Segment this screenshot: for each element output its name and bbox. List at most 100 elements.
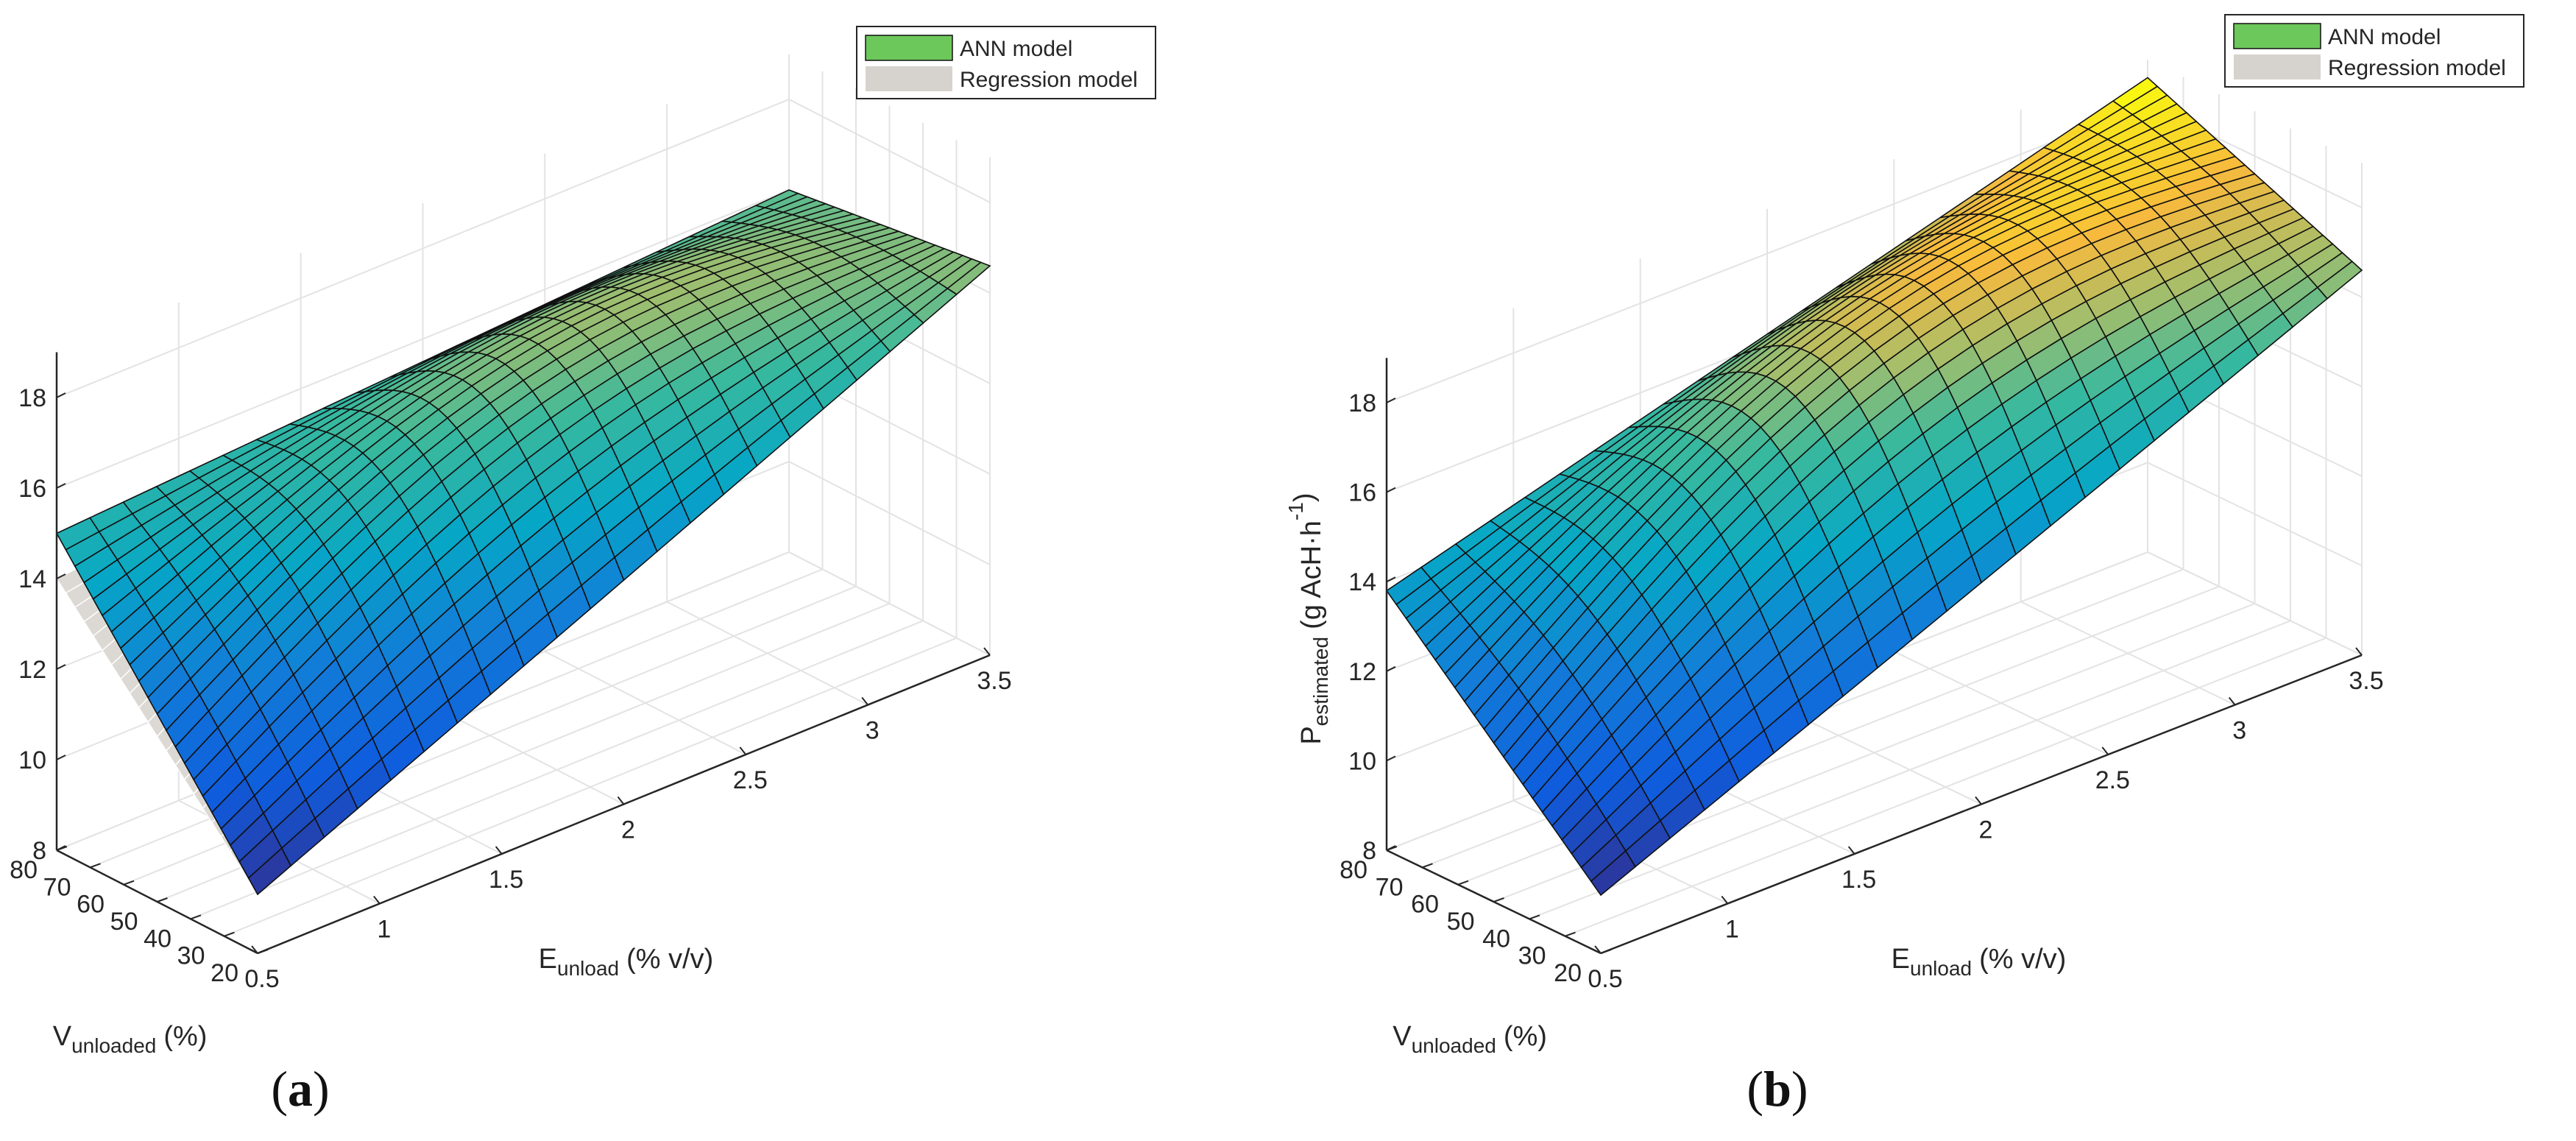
x-tick	[861, 696, 868, 706]
y-tick	[157, 897, 168, 902]
z-axis-title-part: P	[1296, 726, 1327, 744]
caption-b: (b)	[1747, 1061, 1808, 1117]
y-tick-label: 70	[1376, 873, 1404, 901]
x-tick	[1594, 945, 1602, 954]
z-tick	[56, 573, 66, 579]
x-axis-title-part: unload	[557, 957, 619, 980]
legend-b: ANN model Regression model	[2224, 14, 2524, 88]
y-tick-label: 70	[43, 873, 71, 901]
y-tick-label: 80	[1340, 856, 1367, 884]
z-tick-label: 14	[18, 565, 46, 593]
z-axis-title-part: estimated	[0, 634, 2, 723]
legend-label: Regression model	[2328, 56, 2506, 80]
y-tick	[1529, 914, 1540, 920]
x-tick-label: 0.5	[1588, 965, 1622, 993]
z-tick	[56, 664, 66, 670]
legend-a: ANN model Regression model	[856, 26, 1156, 99]
x-tick	[251, 945, 258, 954]
x-axis-title-part: E	[1892, 944, 1910, 975]
z-axis-title: Pestimated(g AcH·h-1)	[1288, 493, 1332, 745]
x-tick-label: 1.5	[1841, 866, 1876, 894]
legend-label: Regression model	[960, 68, 1138, 92]
y-axis-title-part: (%)	[163, 1021, 207, 1052]
z-tick	[56, 483, 66, 489]
caption-letter-a: a	[288, 1061, 313, 1117]
y-axis-title-part: unloaded	[1412, 1034, 1496, 1057]
caption-a: (a)	[271, 1061, 330, 1117]
x-tick-label: 2	[621, 816, 635, 844]
chart-panel-b: 8 10 12 14 16 18 20 30 40 50 60 70 80 0.5 1 1.5 2 2.5 3 3.5…	[1288, 0, 2576, 1141]
y-tick	[123, 880, 135, 886]
y-tick	[1457, 880, 1469, 886]
x-tick-label: 3.5	[977, 667, 1011, 695]
y-tick-label: 60	[77, 891, 105, 919]
x-tick	[495, 846, 503, 855]
x-tick	[739, 746, 747, 755]
y-axis-title-part: V	[53, 1021, 72, 1052]
y-tick-label: 50	[110, 908, 138, 936]
x-tick	[1847, 846, 1855, 855]
legend-label: ANN model	[960, 37, 1072, 61]
z-axis-title: Pestimated(g AcH·h-1)	[0, 490, 2, 742]
x-tick	[1721, 895, 1729, 905]
ann-surface-b	[1385, 77, 2363, 897]
legend-swatch-regression	[866, 66, 952, 91]
y-axis-title-part: unloaded	[71, 1034, 156, 1057]
y-tick-label: 20	[210, 959, 238, 987]
y-axis-title: Vunloaded (%)	[1393, 1021, 1547, 1057]
y-tick	[56, 846, 68, 851]
z-tick	[1386, 487, 1396, 493]
x-tick	[2228, 696, 2236, 706]
legend-swatch-ann	[2233, 23, 2321, 49]
z-tick-label: 12	[1348, 658, 1376, 686]
y-tick-label: 50	[1447, 908, 1475, 936]
x-tick-label: 2	[1979, 816, 1993, 844]
x-axis-title-part: (% v/v)	[626, 944, 713, 975]
y-axis-title-part: V	[1393, 1021, 1412, 1052]
x-tick	[617, 796, 625, 805]
y-tick	[1422, 863, 1433, 869]
y-tick-label: 40	[1482, 925, 1510, 953]
grid-line	[224, 637, 957, 937]
y-tick	[90, 863, 101, 869]
x-axis-title-part: E	[539, 944, 557, 975]
ann-surface-patch	[1590, 849, 1637, 897]
z-tick-label: 16	[18, 475, 46, 503]
y-tick-label: 30	[1518, 942, 1546, 970]
y-tick-label: 20	[1554, 959, 1582, 987]
x-tick	[1975, 796, 1982, 805]
z-axis-title-part: -1	[1288, 502, 1307, 520]
surface-plot-b: 81012141618203040506070800.511.522.533.5…	[1288, 14, 2524, 1057]
x-tick-label: 1	[377, 916, 391, 944]
chart-panel-a: 8 10 12 14 16 18 20 30 40 50 60 70 80 0.5 1 1.5 2 2.5 3 3.5…	[0, 26, 1156, 1117]
x-tick-label: 1	[1725, 916, 1739, 944]
legend-swatch-ann	[865, 35, 953, 61]
y-tick	[1600, 949, 1612, 954]
legend-swatch-regression	[2234, 54, 2321, 80]
ann-surface-a	[55, 189, 991, 896]
x-tick-label: 3	[2232, 717, 2246, 745]
z-tick-label: 18	[1348, 389, 1376, 417]
grid-line	[1565, 637, 2326, 937]
y-axis-title-part: (%)	[1504, 1021, 1547, 1052]
z-tick	[1386, 755, 1396, 762]
y-tick	[1386, 846, 1398, 851]
z-tick-label: 14	[1348, 568, 1376, 596]
z-tick-label: 8	[32, 837, 46, 865]
z-axis-title-part: (g AcH·h	[1296, 520, 1327, 629]
ann-surface-patch	[247, 847, 292, 896]
x-tick	[983, 647, 991, 656]
x-tick-label: 1.5	[489, 866, 523, 894]
x-tick	[2101, 746, 2109, 755]
z-tick-label: 8	[1362, 837, 1376, 865]
y-axis-title: Vunloaded (%)	[53, 1021, 208, 1057]
z-tick	[1386, 576, 1396, 583]
x-axis-title: Eunload (% v/v)	[539, 944, 714, 980]
y-tick	[190, 914, 202, 920]
y-tick-label: 60	[1411, 891, 1439, 919]
y-tick	[1493, 897, 1504, 902]
y-tick-label: 30	[177, 942, 205, 970]
